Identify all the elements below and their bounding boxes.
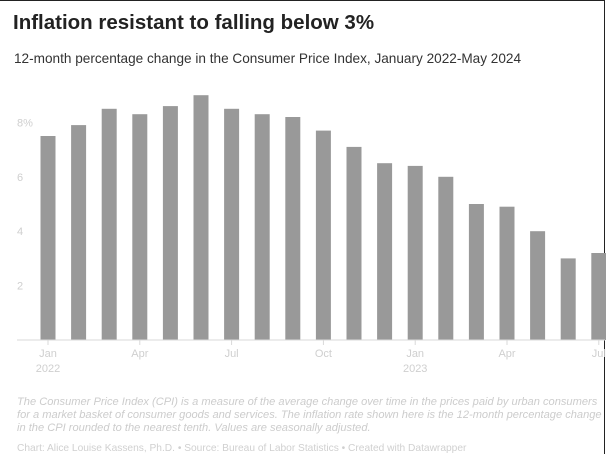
x-tick-label: Jul (592, 348, 606, 360)
bar-2023-07 (591, 253, 606, 340)
bar-2022-07 (224, 108, 240, 340)
x-tick-label: Oct (315, 348, 332, 360)
y-tick-label: 6 (17, 172, 23, 184)
bars (40, 95, 606, 340)
y-tick-label: 4 (17, 226, 23, 238)
x-tick-label: Jan (406, 348, 424, 360)
bar-2022-06 (193, 95, 209, 340)
bar-2023-03 (468, 204, 484, 340)
bar-2022-10 (315, 130, 331, 340)
x-tick-label: Jul (225, 348, 239, 360)
bar-2022-02 (71, 125, 87, 340)
x-tick-label: Apr (131, 348, 148, 360)
chart-credit: Chart: Alice Louise Kassens, Ph.D. • Sou… (17, 443, 467, 454)
y-axis-ticks: 2 4 6 8% (17, 117, 33, 292)
bar-2023-05 (530, 231, 546, 340)
chart-subtitle: 12-month percentage change in the Consum… (14, 51, 522, 66)
bar-2022-09 (285, 117, 301, 340)
bar-2023-01 (407, 165, 423, 340)
bar-2023-04 (499, 206, 515, 340)
bar-2023-02 (438, 176, 454, 340)
x-tick-year-label: 2023 (403, 363, 427, 375)
x-tick-label: Jan (39, 348, 57, 360)
bar-2022-08 (254, 114, 270, 340)
y-tick-label: 8% (17, 117, 33, 129)
bar-2022-04 (132, 114, 148, 340)
x-tick-year-label: 2022 (36, 363, 60, 375)
bar-2022-05 (162, 106, 178, 340)
bar-2023-06 (560, 258, 576, 340)
bar-2022-11 (346, 146, 362, 340)
x-axis-ticks: Jan2022AprJulOctJan2023AprJulOctJan2024A… (36, 340, 606, 375)
chart-notes: The Consumer Price Index (CPI) is a meas… (17, 396, 602, 434)
x-tick-label: Apr (498, 348, 515, 360)
bar-2022-01 (40, 136, 56, 340)
chart-title: Inflation resistant to falling below 3% (13, 11, 375, 34)
bar-2022-12 (377, 163, 393, 340)
y-tick-label: 2 (17, 281, 23, 293)
bar-2022-03 (101, 108, 117, 340)
